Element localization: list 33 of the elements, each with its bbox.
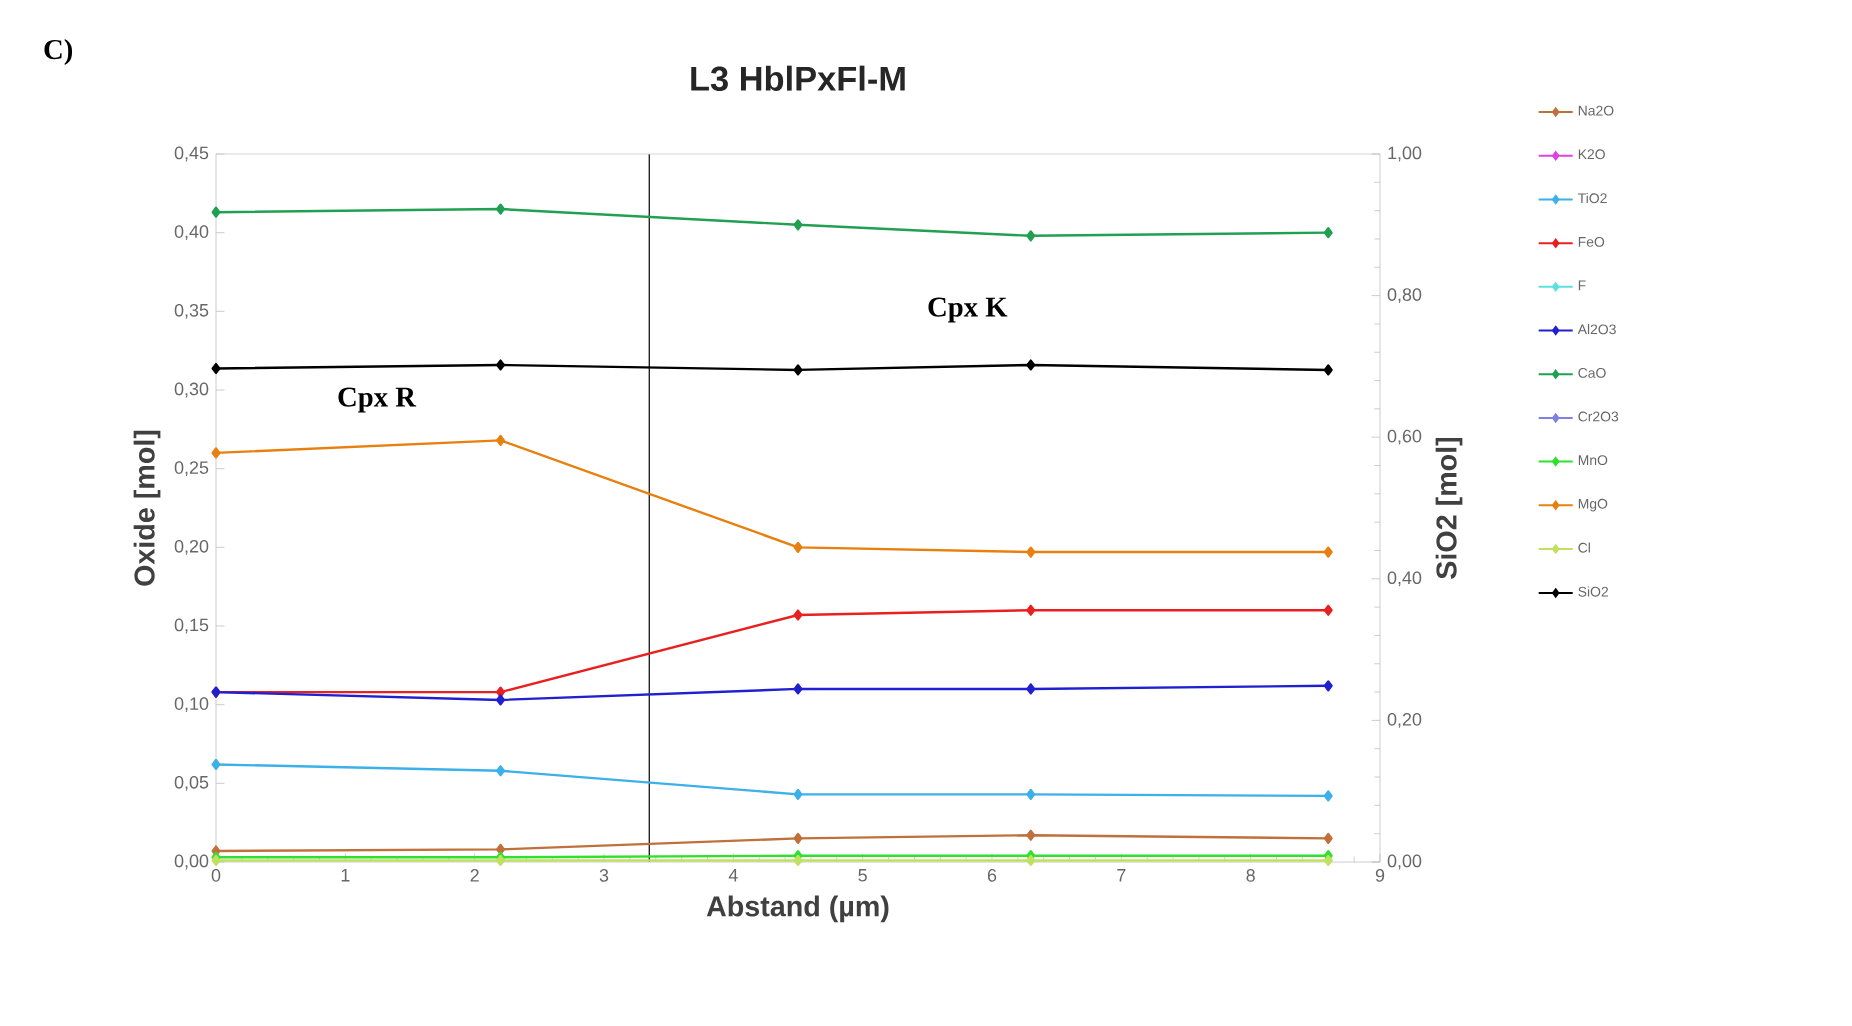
x-tick-label: 5 xyxy=(858,869,867,882)
x-tick-label: 1 xyxy=(341,869,350,882)
x-tick-label: 9 xyxy=(1375,869,1385,882)
y-tick-label: 0,15 xyxy=(174,618,209,634)
y2-tick-label: 1,00 xyxy=(1388,146,1422,162)
y-tick-label: 0,20 xyxy=(174,539,209,555)
y-tick-label: 0,10 xyxy=(174,697,209,713)
y-tick-label: 0,35 xyxy=(174,303,209,319)
y-tick-label: 0,05 xyxy=(174,775,209,791)
x-axis-title: Abstand (µm) xyxy=(706,895,889,923)
y-axis-title: Oxide [mol] xyxy=(133,430,161,586)
y2-tick-label: 0,80 xyxy=(1387,288,1422,303)
y-tick-label: 0,45 xyxy=(174,146,209,162)
chart-title: L3 HblPxFl-M xyxy=(691,65,905,91)
x-tick-label: 4 xyxy=(728,869,738,882)
x-tick-label: 6 xyxy=(987,869,997,882)
x-tick-label: 7 xyxy=(1117,869,1126,882)
y2-tick-label: 0,00 xyxy=(1387,854,1422,870)
text: C) xyxy=(44,38,73,65)
x-tick-label: 0 xyxy=(211,869,221,882)
annotation: Cpx R xyxy=(338,387,417,413)
y-tick-label: 0,25 xyxy=(174,461,209,477)
x-tick-label: 2 xyxy=(470,869,479,882)
x-tick-label: 8 xyxy=(1246,869,1255,882)
annotation: Cpx K xyxy=(928,297,1008,323)
y2-tick-label: 0,40 xyxy=(1387,571,1422,587)
y-tick-label: 0,00 xyxy=(174,854,209,870)
y2-tick-label: 0,60 xyxy=(1387,429,1422,445)
y-tick-label: 0,40 xyxy=(174,225,209,241)
y2-axis-title: SiO2 [mol] xyxy=(1435,437,1463,579)
y-tick-label: 0,30 xyxy=(174,382,209,398)
y2-tick-label: 0,20 xyxy=(1387,712,1422,728)
x-tick-label: 3 xyxy=(599,869,609,882)
